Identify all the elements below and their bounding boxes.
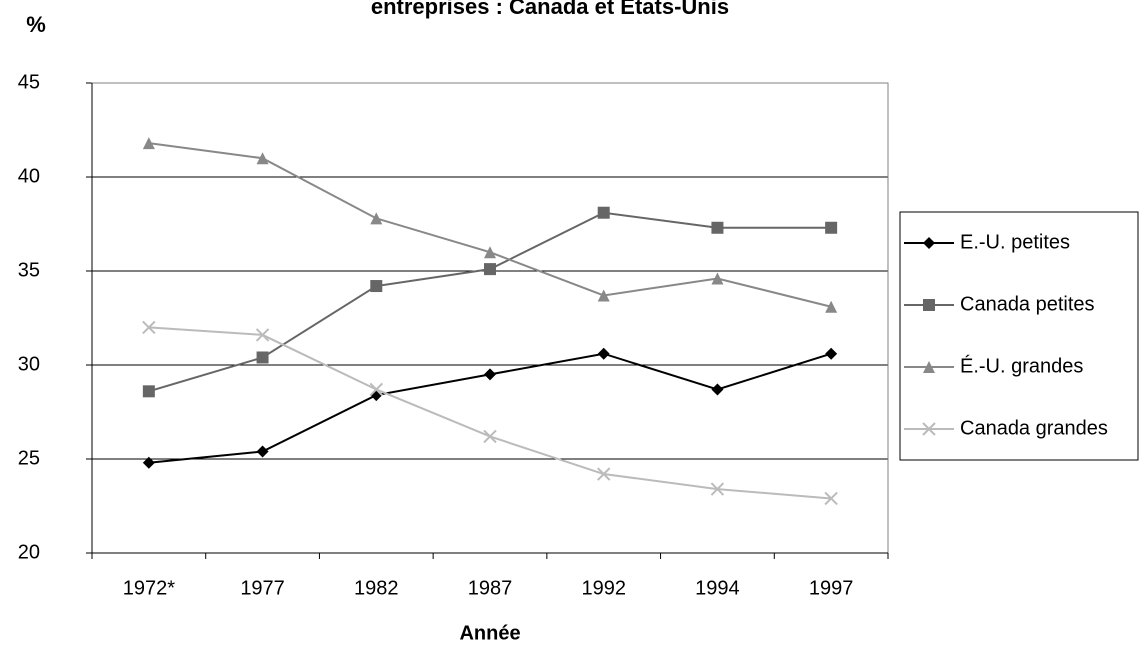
legend-marker bbox=[922, 422, 936, 436]
legend-marker bbox=[923, 237, 935, 249]
y-tick-label: 30 bbox=[18, 353, 40, 375]
legend-box bbox=[899, 211, 1139, 461]
marker bbox=[597, 206, 610, 219]
x-tick-label: 1992 bbox=[581, 577, 626, 599]
x-tick-label: 1994 bbox=[695, 577, 740, 599]
x-tick-label: 1982 bbox=[354, 577, 399, 599]
marker bbox=[825, 300, 838, 313]
marker bbox=[369, 382, 383, 397]
legend-label: Canada petites bbox=[960, 293, 1095, 315]
legend-marker bbox=[923, 361, 935, 373]
chart-title: entreprises : Canada et États-Unis bbox=[371, 0, 729, 19]
legend-label: Canada grandes bbox=[960, 417, 1108, 439]
marker bbox=[255, 328, 270, 342]
series-line bbox=[148, 142, 832, 308]
marker bbox=[370, 212, 383, 225]
x-tick-label: 1997 bbox=[809, 577, 854, 599]
x-tick-label: 1972* bbox=[123, 577, 175, 599]
x-axis-label: Année bbox=[459, 622, 520, 644]
marker bbox=[256, 445, 269, 458]
series-line bbox=[148, 326, 832, 500]
marker bbox=[711, 272, 724, 285]
marker bbox=[825, 221, 838, 234]
marker bbox=[142, 320, 156, 335]
marker bbox=[711, 383, 724, 396]
marker bbox=[711, 221, 724, 234]
legend-label: E.-U. petites bbox=[960, 231, 1070, 253]
marker bbox=[597, 289, 610, 302]
marker bbox=[256, 152, 269, 165]
x-tick-label: 1987 bbox=[468, 577, 513, 599]
marker bbox=[142, 385, 155, 398]
marker bbox=[370, 280, 383, 293]
marker bbox=[142, 137, 155, 150]
x-tick-label: 1977 bbox=[240, 577, 285, 599]
marker bbox=[825, 347, 838, 360]
y-tick-label: 20 bbox=[18, 541, 40, 563]
marker bbox=[824, 491, 838, 506]
marker bbox=[256, 351, 269, 364]
legend-label: É.-U. grandes bbox=[960, 354, 1083, 377]
marker bbox=[710, 482, 725, 496]
y-tick-label: 35 bbox=[18, 259, 40, 281]
marker bbox=[483, 429, 497, 444]
marker bbox=[484, 368, 496, 381]
legend-marker bbox=[923, 299, 935, 311]
marker bbox=[597, 467, 611, 481]
marker bbox=[142, 456, 155, 469]
plot-border bbox=[91, 82, 889, 554]
y-axis-label: % bbox=[26, 12, 46, 37]
y-tick-label: 45 bbox=[18, 71, 40, 93]
y-tick-label: 25 bbox=[18, 447, 40, 469]
marker bbox=[597, 347, 610, 360]
marker bbox=[484, 263, 496, 276]
y-tick-label: 40 bbox=[18, 165, 40, 187]
marker bbox=[484, 246, 496, 259]
